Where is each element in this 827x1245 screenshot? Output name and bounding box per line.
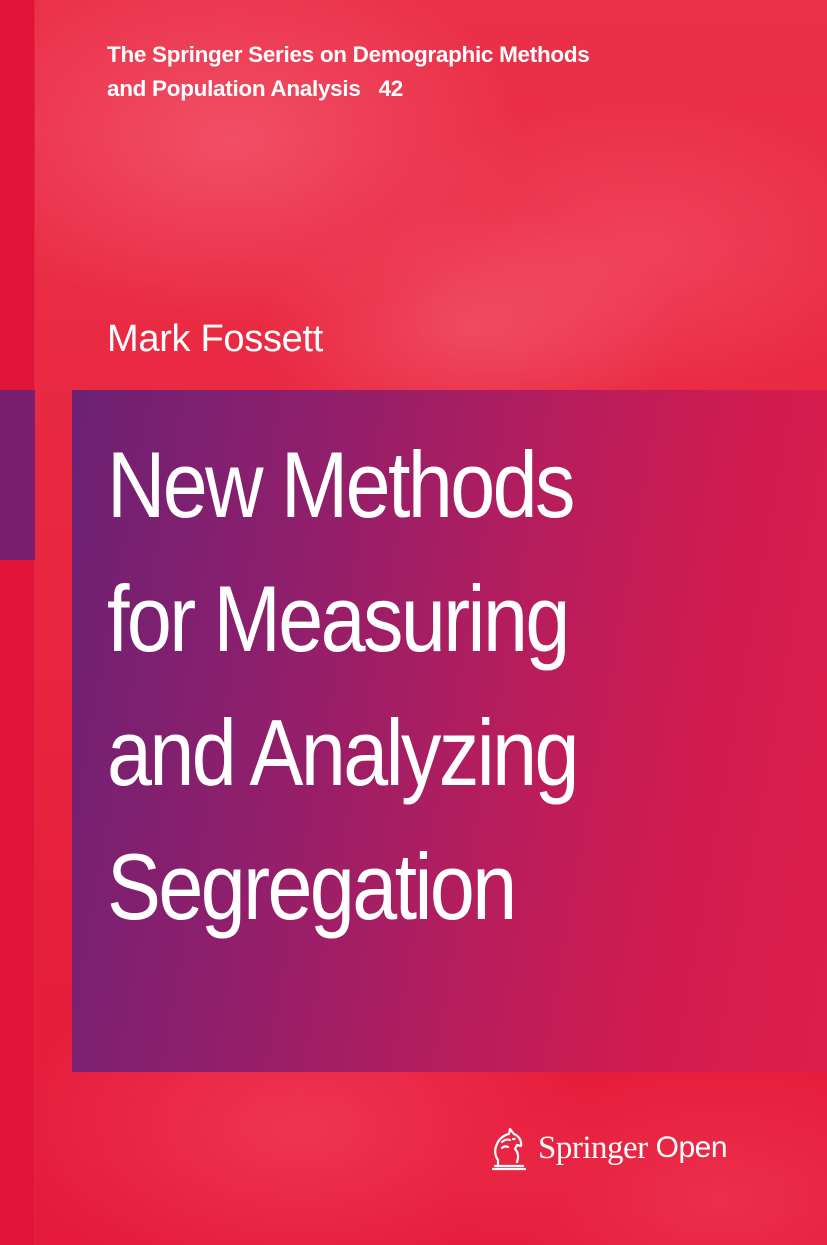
book-title-line-2: for Measuring [107, 566, 570, 671]
springer-horse-logo-icon [491, 1127, 527, 1171]
series-volume-number: 42 [378, 76, 404, 101]
book-title-line-3: and Analyzing [107, 700, 579, 805]
publisher-imprint: Open [655, 1131, 728, 1164]
series-title-line-2: and Population Analysis 42 [107, 72, 667, 106]
cover-edge-accent [0, 390, 35, 560]
cover-edge-strip [0, 0, 35, 1245]
publisher-name: Springer [538, 1130, 648, 1166]
title-panel [72, 390, 827, 1072]
author-name: Mark Fossett [107, 318, 323, 360]
book-title-line-4: Segregation [107, 834, 517, 939]
series-title-line-2-text: and Population Analysis [107, 76, 361, 101]
publisher-logo: Springer Open [488, 1120, 728, 1176]
book-title: New Methods for Measuring and Analyzing … [107, 418, 807, 954]
book-title-line-1: New Methods [107, 432, 575, 537]
series-title: The Springer Series on Demographic Metho… [107, 38, 667, 106]
series-title-line-1: The Springer Series on Demographic Metho… [107, 42, 590, 67]
